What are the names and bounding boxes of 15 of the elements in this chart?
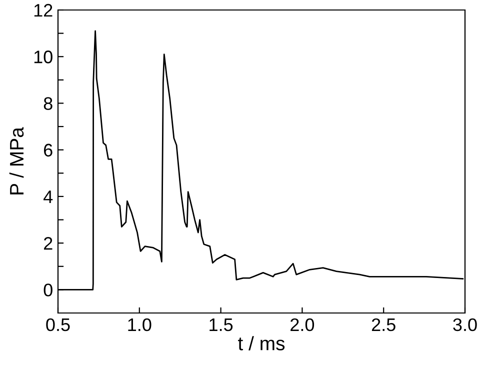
x-tick-label: 2.0 <box>290 318 314 332</box>
x-tick-label: 1.5 <box>210 318 233 332</box>
x-tick-label: 1.0 <box>128 318 152 332</box>
x-tick-label: 3.0 <box>453 318 477 332</box>
x-tick-label: 2.5 <box>372 318 396 332</box>
y-tick-label: 8 <box>44 97 52 110</box>
x-tick-label: 0.5 <box>46 318 70 332</box>
y-axis-title: P / MPa <box>9 127 24 194</box>
x-axis-title: t / ms <box>238 336 285 350</box>
y-tick-label: 0 <box>44 284 52 296</box>
y-tick-label: 10 <box>34 50 52 64</box>
y-tick-label: 12 <box>34 4 52 17</box>
y-tick-label: 2 <box>44 237 52 250</box>
y-tick-label: 6 <box>44 144 52 157</box>
y-tick-label: 4 <box>44 190 53 204</box>
